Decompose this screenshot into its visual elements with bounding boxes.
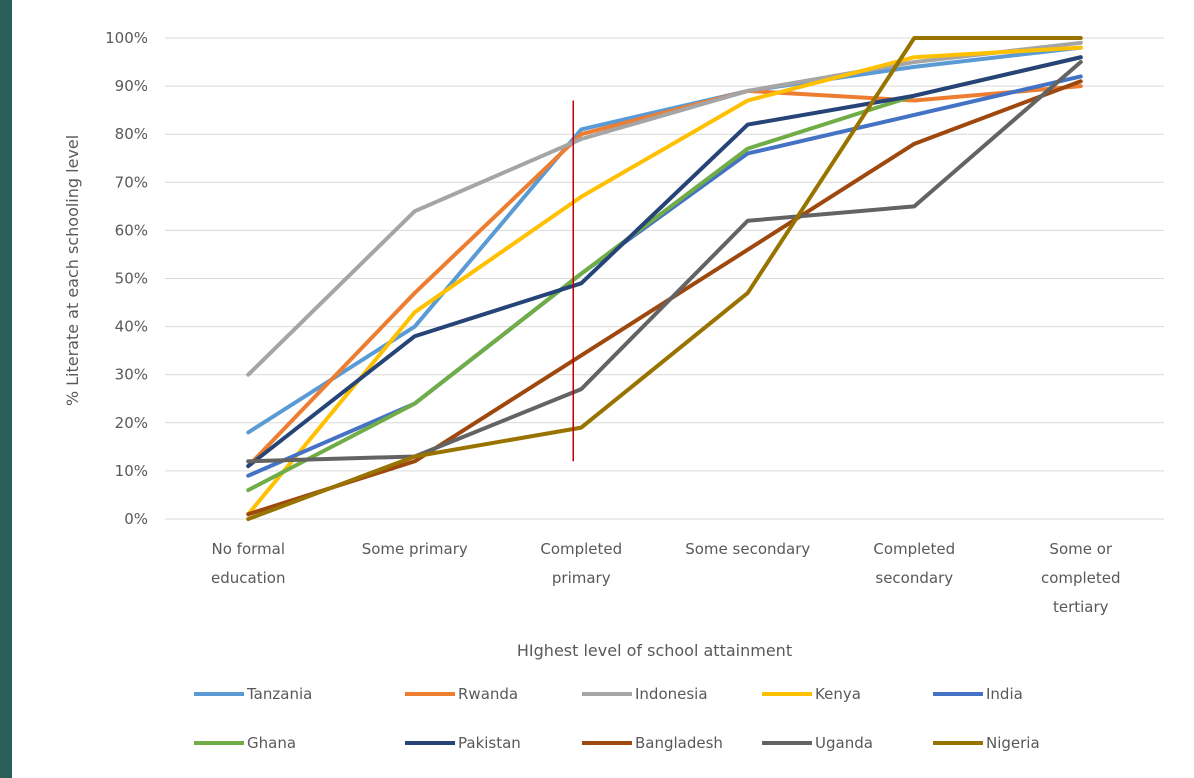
y-tick-label: 60% bbox=[115, 221, 148, 239]
legend-label-pakistan: Pakistan bbox=[458, 734, 521, 752]
legend-label-nigeria: Nigeria bbox=[986, 734, 1040, 752]
legend: Tanzania Rwanda Indonesia Kenya India Ghana Pa… bbox=[194, 685, 1040, 752]
series-line-uganda bbox=[246, 60, 1083, 464]
legend-label-kenya: Kenya bbox=[815, 685, 861, 703]
series-line-pakistan bbox=[246, 55, 1083, 469]
series-line-nigeria bbox=[246, 36, 1083, 521]
x-tick-label: Some or completed tertiary bbox=[1041, 540, 1121, 616]
legend-label-bangladesh: Bangladesh bbox=[635, 734, 723, 752]
series-line-indonesia bbox=[246, 40, 1083, 377]
series-line-india bbox=[246, 74, 1083, 478]
x-axis-title: HIghest level of school attainment bbox=[517, 641, 792, 660]
series-lines bbox=[246, 36, 1083, 521]
y-tick-label: 70% bbox=[115, 173, 148, 191]
legend-label-tanzania: Tanzania bbox=[246, 685, 312, 703]
legend-label-ghana: Ghana bbox=[247, 734, 296, 752]
legend-label-rwanda: Rwanda bbox=[458, 685, 518, 703]
series-line-ghana bbox=[246, 55, 1083, 493]
y-axis-ticks: 0% 10% 20% 30% 40% 50% 60% 70% 80% 90% 100% bbox=[105, 29, 148, 528]
y-tick-label: 100% bbox=[105, 29, 148, 47]
x-tick-label: No formal education bbox=[211, 540, 285, 587]
x-tick-label: Completed primary bbox=[540, 540, 622, 587]
series-line-rwanda bbox=[246, 84, 1083, 469]
legend-label-uganda: Uganda bbox=[815, 734, 873, 752]
y-tick-label: 30% bbox=[115, 366, 148, 384]
y-tick-label: 10% bbox=[115, 462, 148, 480]
y-axis-title: % Literate at each schooling level bbox=[63, 135, 82, 406]
y-tick-label: 40% bbox=[115, 318, 148, 336]
y-tick-label: 0% bbox=[124, 510, 148, 528]
line-chart: 0% 10% 20% 30% 40% 50% 60% 70% 80% 90% 100% No for… bbox=[63, 29, 1164, 752]
x-tick-label: Some secondary bbox=[685, 540, 810, 558]
legend-label-india: India bbox=[986, 685, 1023, 703]
x-tick-label: Completed secondary bbox=[873, 540, 955, 587]
y-tick-label: 90% bbox=[115, 77, 148, 95]
legend-label-indonesia: Indonesia bbox=[635, 685, 708, 703]
y-tick-label: 80% bbox=[115, 125, 148, 143]
chart-panel: 0% 10% 20% 30% 40% 50% 60% 70% 80% 90% 100% No for… bbox=[12, 0, 1194, 778]
x-axis-ticks: No formal education Some primary Completed p… bbox=[211, 540, 1121, 616]
series-line-bangladesh bbox=[246, 79, 1083, 517]
series-line-kenya bbox=[246, 45, 1083, 517]
y-tick-label: 50% bbox=[115, 270, 148, 288]
y-tick-label: 20% bbox=[115, 414, 148, 432]
x-tick-label: Some primary bbox=[362, 540, 468, 558]
